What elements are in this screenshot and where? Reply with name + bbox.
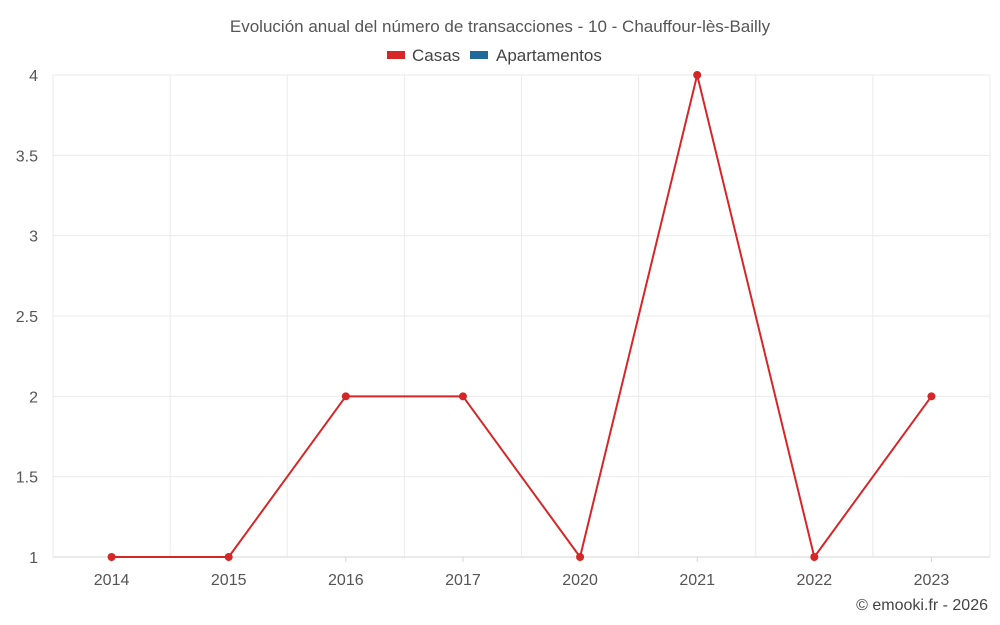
x-tick-label: 2021 — [679, 572, 715, 589]
data-point[interactable] — [458, 392, 467, 401]
x-tick-label: 2020 — [562, 572, 598, 589]
y-tick-label: 2.5 — [16, 309, 38, 326]
y-tick-label: 1.5 — [16, 470, 38, 487]
data-point[interactable] — [107, 553, 116, 561]
y-tick-label: 1 — [29, 550, 38, 567]
y-tick-label: 3 — [29, 229, 38, 246]
legend-swatch-casas — [387, 51, 405, 59]
y-tick-label: 4 — [29, 68, 38, 85]
legend-label-casas: Casas — [412, 46, 460, 65]
data-point[interactable] — [224, 553, 233, 561]
legend[interactable]: Casas Apartamentos — [387, 46, 602, 65]
data-point[interactable] — [810, 553, 819, 561]
series-line-casas — [111, 74, 933, 558]
chart-title: Evolución anual del número de transaccio… — [230, 17, 771, 36]
data-point[interactable] — [576, 553, 585, 561]
legend-item-casas[interactable]: Casas — [387, 46, 460, 65]
grid — [52, 74, 991, 558]
credit-text: © emooki.fr - 2026 — [856, 597, 988, 614]
legend-label-apartamentos: Apartamentos — [496, 46, 602, 65]
data-point[interactable] — [693, 71, 702, 79]
x-tick-label: 2022 — [797, 572, 833, 589]
y-tick-label: 2 — [29, 389, 38, 406]
data-point[interactable] — [927, 392, 936, 401]
legend-item-apartamentos[interactable]: Apartamentos — [470, 46, 602, 65]
series-layer — [107, 71, 936, 561]
x-tick-label: 2015 — [211, 572, 247, 589]
x-tick-label: 2014 — [94, 572, 130, 589]
legend-swatch-apartamentos — [470, 51, 488, 59]
x-tick-label: 2016 — [328, 572, 364, 589]
data-point[interactable] — [341, 392, 350, 401]
x-tick-label: 2017 — [445, 572, 481, 589]
x-tick-label: 2023 — [914, 572, 950, 589]
y-tick-label: 3.5 — [16, 148, 38, 165]
axes: 1 1.5 2 2.5 3 3.5 4 2014 2015 2016 2017 2020 2021 202… — [16, 68, 990, 589]
